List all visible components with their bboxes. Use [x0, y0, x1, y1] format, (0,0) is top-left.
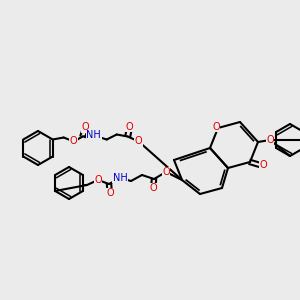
Text: O: O [94, 175, 102, 185]
Text: O: O [259, 160, 267, 170]
Text: NH: NH [112, 173, 128, 183]
Text: O: O [135, 136, 142, 146]
Text: O: O [149, 183, 157, 193]
Text: O: O [212, 122, 220, 132]
Text: O: O [266, 135, 274, 145]
Text: O: O [162, 167, 170, 177]
Text: O: O [70, 136, 77, 146]
Text: O: O [135, 136, 142, 146]
Text: O: O [82, 122, 89, 133]
Text: O: O [106, 188, 114, 198]
Text: NH: NH [86, 130, 101, 140]
Text: O: O [126, 122, 134, 131]
